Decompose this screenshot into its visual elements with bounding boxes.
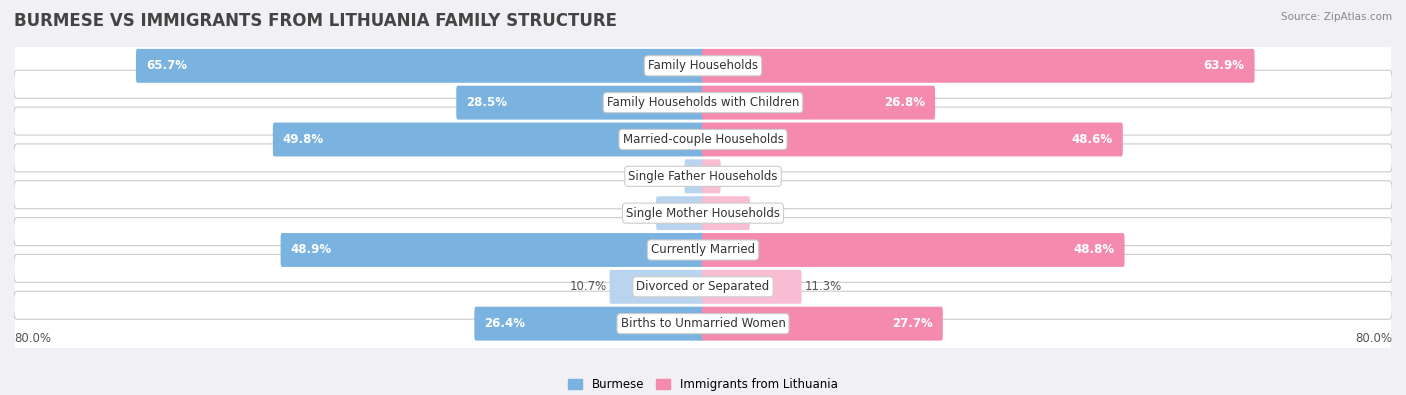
Text: Family Households: Family Households	[648, 59, 758, 72]
FancyBboxPatch shape	[702, 307, 943, 340]
FancyBboxPatch shape	[15, 145, 1391, 208]
Text: 5.3%: 5.3%	[754, 207, 783, 220]
Text: Births to Unmarried Women: Births to Unmarried Women	[620, 317, 786, 330]
FancyBboxPatch shape	[15, 218, 1391, 282]
FancyBboxPatch shape	[15, 255, 1391, 318]
Text: 2.0%: 2.0%	[652, 170, 682, 183]
Text: 63.9%: 63.9%	[1204, 59, 1244, 72]
FancyBboxPatch shape	[281, 233, 704, 267]
FancyBboxPatch shape	[702, 233, 1125, 267]
FancyBboxPatch shape	[702, 86, 935, 120]
Text: Currently Married: Currently Married	[651, 243, 755, 256]
Text: 48.9%: 48.9%	[291, 243, 332, 256]
Text: 27.7%: 27.7%	[893, 317, 934, 330]
FancyBboxPatch shape	[15, 71, 1391, 134]
FancyBboxPatch shape	[457, 86, 704, 120]
Text: 48.8%: 48.8%	[1074, 243, 1115, 256]
Text: 26.8%: 26.8%	[884, 96, 925, 109]
FancyBboxPatch shape	[610, 270, 704, 304]
Text: Single Mother Households: Single Mother Households	[626, 207, 780, 220]
Text: Divorced or Separated: Divorced or Separated	[637, 280, 769, 293]
FancyBboxPatch shape	[702, 122, 1123, 156]
Text: 65.7%: 65.7%	[146, 59, 187, 72]
FancyBboxPatch shape	[15, 292, 1391, 356]
Text: BURMESE VS IMMIGRANTS FROM LITHUANIA FAMILY STRUCTURE: BURMESE VS IMMIGRANTS FROM LITHUANIA FAM…	[14, 12, 617, 30]
FancyBboxPatch shape	[474, 307, 704, 340]
Text: 48.6%: 48.6%	[1071, 133, 1114, 146]
Text: 11.3%: 11.3%	[804, 280, 842, 293]
Text: 26.4%: 26.4%	[484, 317, 526, 330]
Text: Source: ZipAtlas.com: Source: ZipAtlas.com	[1281, 12, 1392, 22]
Text: 80.0%: 80.0%	[1355, 332, 1392, 345]
Text: 28.5%: 28.5%	[467, 96, 508, 109]
FancyBboxPatch shape	[657, 196, 704, 230]
FancyBboxPatch shape	[702, 49, 1254, 83]
FancyBboxPatch shape	[685, 159, 704, 193]
FancyBboxPatch shape	[702, 270, 801, 304]
Text: 80.0%: 80.0%	[14, 332, 51, 345]
FancyBboxPatch shape	[702, 159, 721, 193]
Text: 1.9%: 1.9%	[724, 170, 754, 183]
Text: Single Father Households: Single Father Households	[628, 170, 778, 183]
Text: 49.8%: 49.8%	[283, 133, 323, 146]
FancyBboxPatch shape	[702, 196, 749, 230]
Legend: Burmese, Immigrants from Lithuania: Burmese, Immigrants from Lithuania	[564, 373, 842, 395]
FancyBboxPatch shape	[273, 122, 704, 156]
Text: 10.7%: 10.7%	[569, 280, 606, 293]
FancyBboxPatch shape	[15, 181, 1391, 245]
FancyBboxPatch shape	[15, 34, 1391, 98]
Text: Married-couple Households: Married-couple Households	[623, 133, 783, 146]
FancyBboxPatch shape	[136, 49, 704, 83]
FancyBboxPatch shape	[15, 108, 1391, 171]
Text: Family Households with Children: Family Households with Children	[607, 96, 799, 109]
Text: 5.3%: 5.3%	[623, 207, 652, 220]
